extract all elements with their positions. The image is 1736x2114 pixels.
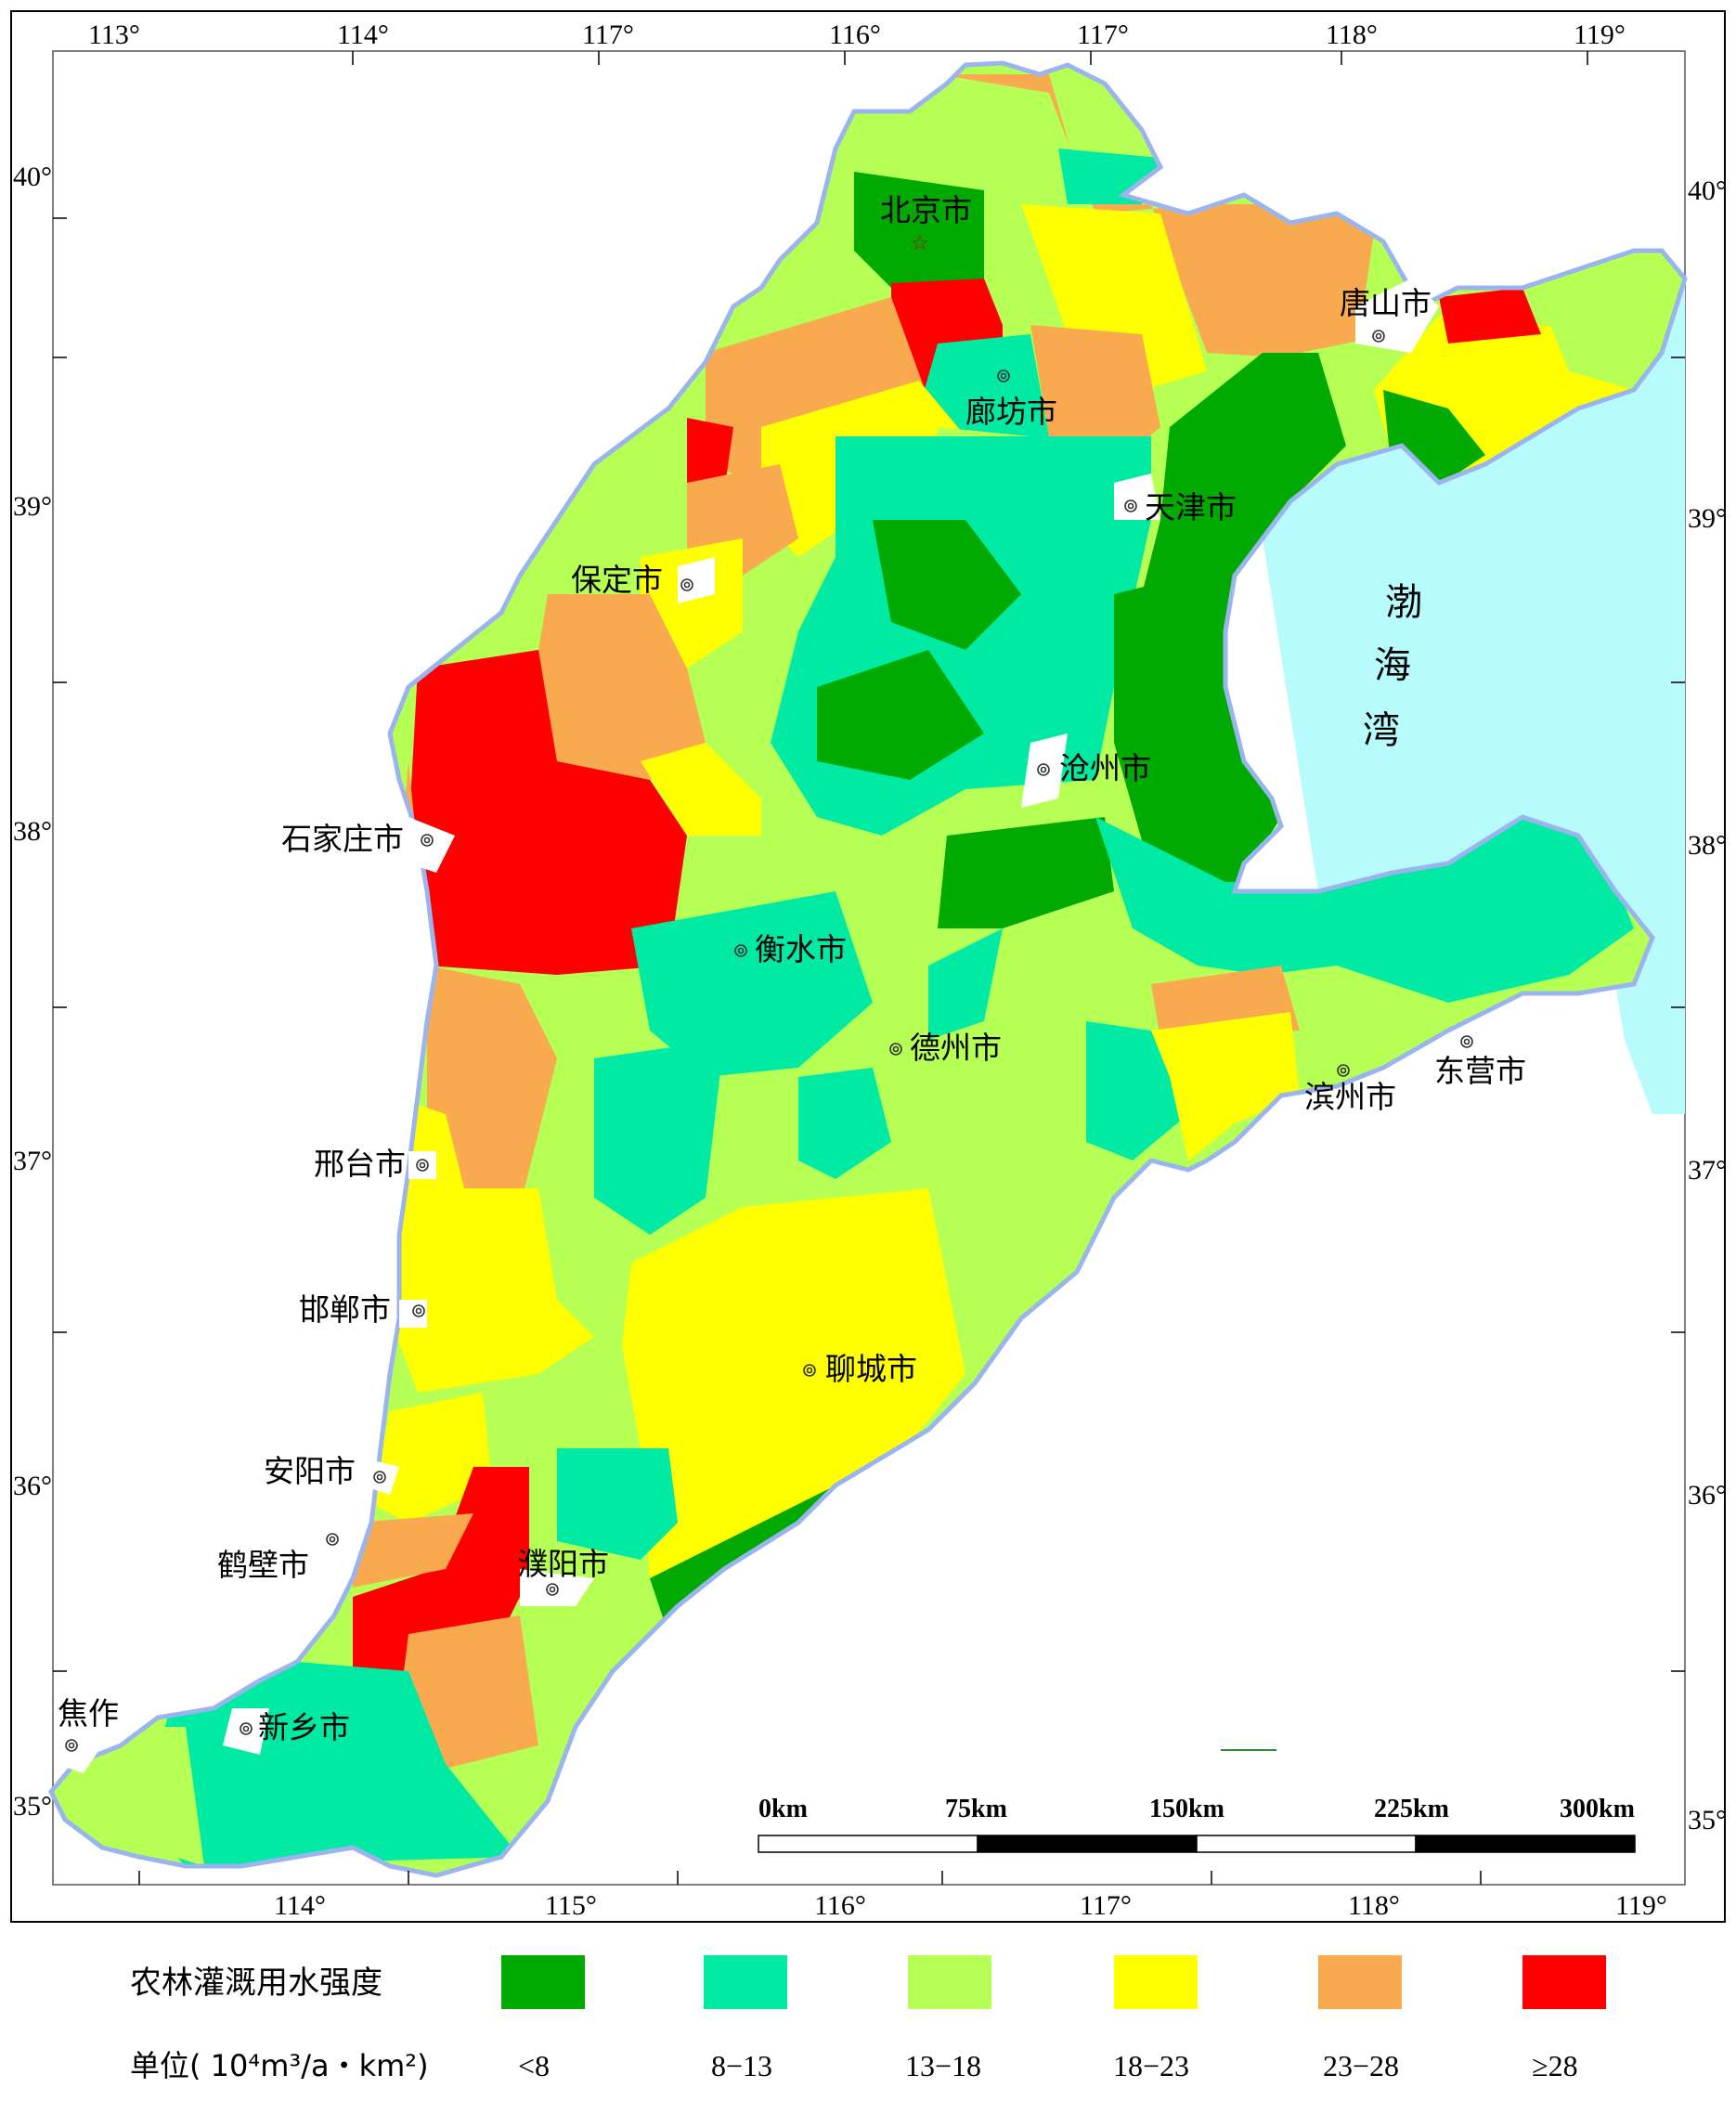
sea-char-3: 湾 <box>1363 709 1400 752</box>
left-tick-3: 37° <box>13 1146 52 1176</box>
left-tick-0: 40° <box>13 162 52 192</box>
bottom-tick-1: 115° <box>545 1890 597 1921</box>
legend-swatch-18-23 <box>1114 1955 1198 2009</box>
left-tick-2: 38° <box>13 816 52 847</box>
city-xingtai: 邢台市 <box>314 1146 406 1182</box>
legend-unit: 单位( 10⁴m³/a・km²) <box>130 2048 429 2083</box>
bottom-tick-3: 117° <box>1080 1890 1132 1921</box>
left-tick-1: 39° <box>13 491 52 522</box>
graticule-ticks <box>53 51 1685 1885</box>
city-hengshui: 衡水市 <box>755 931 847 967</box>
city-liaocheng: 聊城市 <box>825 1351 917 1387</box>
left-tick-labels: 40° 39° 38° 37° 36° 35° <box>13 162 52 1822</box>
city-labels: 北京市 唐山市 廊坊市 天津市 保定市 沧州市 石家庄市 衡水市 德州市 东营市… <box>58 192 1526 1745</box>
right-tick-5: 35° <box>1688 1805 1727 1835</box>
legend-swatch-ge28 <box>1522 1955 1606 2009</box>
legend-label-13-18: 13−18 <box>905 2049 981 2082</box>
capital-star-icon: ☆ <box>911 232 929 255</box>
right-tick-labels: 40° 39° 38° 37° 36° 35° <box>1688 175 1727 1835</box>
legend-label-23-28: 23−28 <box>1323 2049 1399 2082</box>
right-tick-2: 38° <box>1688 830 1727 861</box>
top-tick-0: 113° <box>88 19 140 50</box>
legend-title: 农林灌溉用水强度 <box>130 1965 382 2002</box>
city-jiaozuo: 焦作 <box>58 1695 119 1731</box>
legend-label-ge28: ≥28 <box>1532 2049 1578 2082</box>
scale-label-2: 150km <box>1149 1795 1224 1823</box>
top-tick-3: 116° <box>829 19 881 50</box>
city-cangzhou: 沧州市 <box>1059 750 1151 786</box>
right-tick-0: 40° <box>1688 175 1727 206</box>
city-tianjin: 天津市 <box>1145 489 1237 525</box>
left-tick-4: 36° <box>13 1471 52 1501</box>
legend-label-8-13: 8−13 <box>711 2049 772 2082</box>
top-tick-2: 117° <box>582 19 634 50</box>
sea-area <box>1263 279 1685 1114</box>
top-tick-4: 117° <box>1077 19 1129 50</box>
city-langfang: 廊坊市 <box>965 394 1057 430</box>
scale-bar: 0km 75km 150km 225km 300km <box>758 1795 1636 1853</box>
scale-label-0: 0km <box>758 1795 808 1823</box>
top-tick-1: 114° <box>337 19 389 50</box>
city-puyang: 濮阳市 <box>517 1546 609 1582</box>
right-tick-3: 37° <box>1688 1155 1727 1186</box>
scale-label-4: 300km <box>1560 1795 1635 1823</box>
right-tick-4: 36° <box>1688 1480 1727 1511</box>
bohai-bay-label: 渤 海 湾 <box>1363 581 1422 752</box>
city-baoding: 保定市 <box>571 562 663 598</box>
top-tick-6: 119° <box>1574 19 1626 50</box>
bottom-tick-4: 118° <box>1348 1890 1400 1921</box>
left-tick-5: 35° <box>13 1791 52 1822</box>
legend-swatch-13-18 <box>908 1955 991 2009</box>
legend-label-lt8: <8 <box>518 2049 550 2082</box>
bottom-tick-2: 116° <box>814 1890 866 1921</box>
right-tick-1: 39° <box>1688 503 1727 534</box>
legend-swatch-lt8 <box>501 1955 585 2009</box>
city-beijing: 北京市 <box>880 192 972 228</box>
bottom-tick-0: 114° <box>274 1890 326 1921</box>
legend-swatch-8-13 <box>704 1955 787 2009</box>
bottom-tick-5: 119° <box>1615 1890 1667 1921</box>
city-tangshan: 唐山市 <box>1340 285 1432 321</box>
top-tick-labels: 113° 114° 117° 116° 117° 118° 119° <box>88 19 1626 50</box>
scale-label-1: 75km <box>945 1795 1007 1823</box>
city-shijiazhuang: 石家庄市 <box>281 821 404 857</box>
sea-char-1: 渤 <box>1385 581 1422 624</box>
city-dezhou: 德州市 <box>910 1030 1002 1066</box>
city-xinxiang: 新乡市 <box>258 1709 350 1745</box>
legend: 农林灌溉用水强度 单位( 10⁴m³/a・km²) <8 8−13 13−18 … <box>130 1955 1606 2083</box>
city-handan: 邯郸市 <box>299 1291 391 1328</box>
city-anyang: 安阳市 <box>264 1453 356 1489</box>
top-tick-5: 118° <box>1326 19 1378 50</box>
scale-label-3: 225km <box>1374 1795 1449 1823</box>
city-dongying: 东营市 <box>1434 1053 1526 1089</box>
sea-char-2: 海 <box>1374 644 1411 687</box>
legend-label-18-23: 18−23 <box>1113 2049 1189 2082</box>
city-binzhou: 滨州市 <box>1304 1079 1396 1115</box>
city-markers <box>65 330 1473 1752</box>
city-hebi: 鹤壁市 <box>217 1547 309 1583</box>
legend-swatch-23-28 <box>1318 1955 1402 2009</box>
bottom-tick-labels: 114° 115° 116° 117° 118° 119° <box>274 1890 1667 1921</box>
